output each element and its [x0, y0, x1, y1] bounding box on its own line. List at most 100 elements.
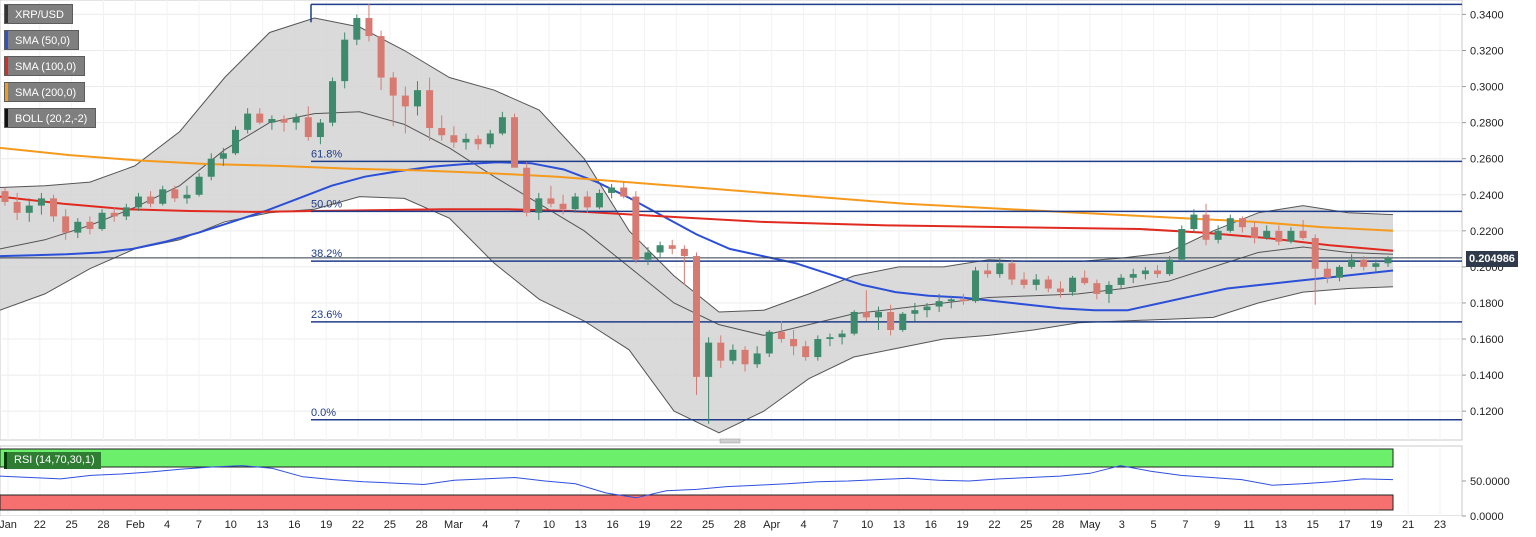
y-tick-label: 0.1600: [1470, 334, 1504, 346]
legend-boll[interactable]: BOLL (20,2,-2): [4, 108, 97, 128]
candle-up: [219, 153, 227, 159]
candle-down: [1044, 279, 1052, 289]
fib-label: 50.0%: [311, 198, 342, 210]
candle-up: [644, 252, 652, 260]
x-tick-label: 5: [1151, 519, 1157, 531]
x-tick-label: 13: [1275, 519, 1287, 531]
x-tick-label: 22: [352, 519, 364, 531]
candle-down: [13, 201, 21, 213]
x-tick-label: 10: [543, 519, 555, 531]
candle-up: [486, 133, 494, 145]
candle-up: [1226, 218, 1234, 231]
x-tick-label: 13: [256, 519, 268, 531]
rsi-line: [0, 465, 1394, 499]
candle-down: [523, 167, 531, 213]
x-tick-label: Apr: [763, 519, 780, 531]
candle-down: [1020, 279, 1028, 285]
candle-up: [1105, 284, 1113, 294]
candle-up: [1287, 230, 1295, 242]
candle-down: [86, 221, 94, 230]
legend-sma50[interactable]: SMA (50,0): [4, 30, 80, 50]
fibonacci-levels: 61.8% 50.0% 38.2% 23.6% 0.0%: [0, 3, 1462, 421]
candle-down: [389, 77, 397, 96]
candle-up: [1129, 274, 1137, 278]
candle-up: [413, 90, 421, 107]
sma200-line: [0, 146, 1394, 232]
candle-down: [583, 196, 591, 208]
candle-down: [984, 270, 992, 275]
candle-up: [1032, 279, 1040, 285]
x-tick-label: 7: [514, 519, 520, 531]
x-tick-label: 9: [1214, 519, 1220, 531]
x-tick-label: 3: [1119, 519, 1125, 531]
candle-up: [498, 117, 506, 134]
candle-up: [850, 311, 858, 334]
x-tick-label: 23: [1434, 519, 1446, 531]
candle-up: [947, 299, 955, 302]
legend-sma100[interactable]: SMA (100,0): [4, 56, 86, 76]
candle-up: [923, 306, 931, 311]
candle-up: [911, 310, 919, 314]
legend-rsi[interactable]: RSI (14,70,30,1): [4, 452, 101, 469]
x-tick-label: 25: [1020, 519, 1032, 531]
x-tick-label: 16: [606, 519, 618, 531]
candle-down: [1299, 230, 1307, 239]
rsi-panel: 50.0000 0.0000: [0, 448, 1510, 523]
y-tick-label: 0.2400: [1470, 190, 1504, 202]
candle-down: [304, 117, 312, 138]
x-tick-label: 22: [34, 519, 46, 531]
candle-down: [280, 119, 288, 123]
x-tick-label: 28: [97, 519, 109, 531]
candle-down: [1251, 227, 1259, 239]
candle-down: [256, 113, 264, 123]
candle-down: [802, 346, 810, 358]
price-axis: 0.3400 0.3200 0.3000 0.2800 0.2600 0.2400 0.22…: [1462, 9, 1504, 418]
x-tick-label: 11: [1243, 519, 1254, 531]
candle-down: [741, 349, 749, 365]
x-tick-label: 7: [1182, 519, 1188, 531]
date-axis-strip: [0, 516, 1462, 536]
candle-up: [268, 119, 276, 123]
x-tick-label: 7: [832, 519, 838, 531]
candle-up: [705, 342, 713, 377]
candle-up: [608, 187, 616, 193]
candle-down: [632, 196, 640, 260]
panel-splitter-handle: [719, 438, 741, 444]
candle-up: [134, 196, 142, 208]
x-tick-label: Jan: [0, 519, 17, 531]
candle-up: [1335, 266, 1343, 278]
candle-up: [292, 117, 300, 123]
legend-symbol[interactable]: XRP/USD: [4, 4, 73, 24]
x-tick-label: 19: [957, 519, 969, 531]
fib-label: 61.8%: [311, 148, 342, 160]
x-tick-label: 16: [925, 519, 937, 531]
candle-up: [74, 221, 82, 233]
x-tick-label: 16: [288, 519, 300, 531]
x-tick-label: 4: [800, 519, 806, 531]
candle-down: [1202, 214, 1210, 240]
candle-down: [693, 256, 700, 377]
candle-down: [1081, 277, 1089, 284]
candle-down: [547, 198, 555, 204]
candle-up: [535, 198, 543, 213]
candlesticks: [1, 3, 1392, 424]
candle-up: [1117, 277, 1125, 285]
candle-up: [244, 113, 252, 130]
candle-up: [98, 212, 106, 230]
legend-sma200[interactable]: SMA (200,0): [4, 82, 86, 102]
candle-up: [1384, 257, 1392, 264]
y-tick-label: 0.1800: [1470, 298, 1504, 310]
candle-down: [50, 198, 58, 217]
candle-up: [353, 18, 361, 40]
x-tick-label: 17: [1338, 519, 1350, 531]
candle-down: [450, 135, 458, 143]
candle-down: [511, 117, 519, 168]
candle-up: [1166, 259, 1174, 275]
candle-down: [862, 311, 870, 318]
candle-up: [122, 207, 130, 217]
legend-sma100-label: SMA (100,0): [15, 61, 77, 73]
x-tick-label: 19: [320, 519, 332, 531]
y-tick-label: 0.3000: [1470, 82, 1504, 94]
y-tick-label: 0.2800: [1470, 118, 1504, 130]
